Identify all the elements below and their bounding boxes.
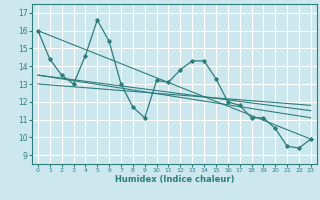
X-axis label: Humidex (Indice chaleur): Humidex (Indice chaleur): [115, 175, 234, 184]
